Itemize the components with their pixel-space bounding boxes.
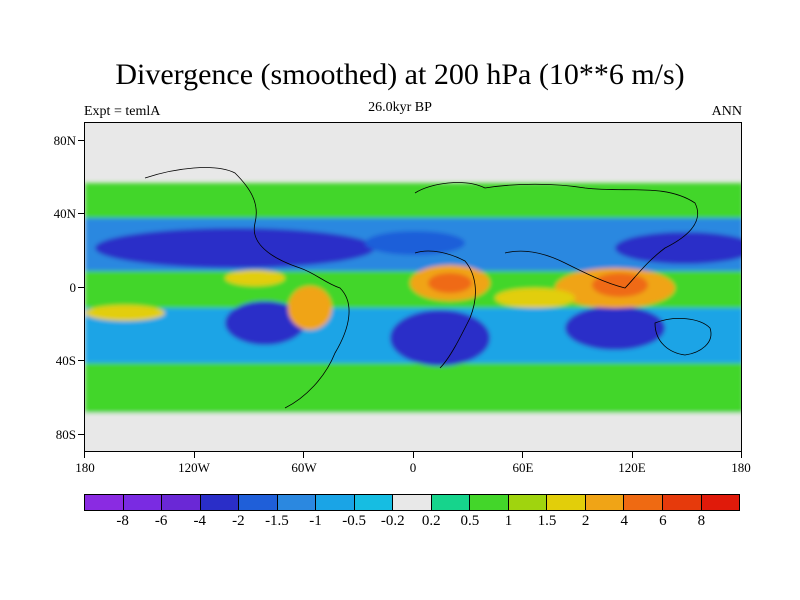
colorbar: [84, 494, 740, 511]
mark-s-indian-low: [565, 306, 665, 350]
lat-label-eq: 0: [69, 280, 77, 295]
lon-label-120e: 120E: [618, 460, 646, 475]
colorbar-box: [85, 495, 124, 510]
colorbar-box: [508, 495, 548, 510]
lon-label-180w: 180: [75, 460, 95, 475]
plot-title: Divergence (smoothed) at 200 hPa (10**6 …: [115, 58, 685, 91]
period-label: ANN: [711, 104, 742, 119]
colorbar-box: [701, 495, 740, 510]
divergence-map: [84, 122, 742, 452]
colorbar-label: 1.5: [537, 513, 557, 529]
coast-australia: [654, 318, 712, 356]
mark-arctic: [85, 123, 741, 161]
colorbar-label: 1: [504, 513, 513, 529]
colorbar-box: [624, 495, 663, 510]
colorbar-label: -8: [116, 513, 129, 529]
mark-se-pacific-low: [225, 301, 305, 345]
lon-tick: [84, 452, 85, 458]
map-canvas: [85, 123, 741, 451]
lat-tick: [78, 434, 84, 435]
lat-label-40n: 40N: [53, 206, 76, 221]
lon-label-60w: 60W: [291, 460, 317, 475]
colorbar-label: -0.5: [342, 513, 366, 529]
lat-tick: [78, 140, 84, 141]
lat-label-80s: 80S: [55, 427, 76, 442]
coast-americas: [144, 167, 350, 409]
colorbar-labels: -8 -6 -4 -2 -1.5 -1 -0.5 -0.2 0.2 0.5 1 1.5 2 4 6 8: [84, 511, 740, 531]
colorbar-label: 0.5: [460, 513, 480, 529]
band-south-midlat: [85, 363, 741, 413]
colorbar-box: [277, 495, 317, 510]
colorbar-box: [162, 495, 201, 510]
colorbar-label: 4: [620, 513, 628, 529]
colorbar-label: -1: [309, 513, 322, 529]
colorbar-label: -0.2: [380, 513, 405, 529]
mark-indian-ocean-pos: [495, 288, 575, 308]
colorbar-box: [585, 495, 625, 510]
mark-antarctica: [85, 413, 741, 451]
lat-label-40s: 40S: [55, 353, 76, 368]
colorbar-box: [393, 495, 432, 510]
lon-label-60e: 60E: [512, 460, 534, 475]
coast-africa: [414, 250, 476, 369]
colorbar-label: -4: [193, 513, 207, 529]
mark-west-pacific-low: [615, 232, 741, 264]
colorbar-box: [354, 495, 394, 510]
lon-label-120w: 120W: [178, 460, 210, 475]
coast-eurasia: [414, 182, 698, 289]
colorbar-label: 0.2: [421, 513, 441, 529]
lon-label-180e: 180: [731, 460, 751, 475]
colorbar-box: [547, 495, 586, 510]
colorbar-box: [662, 495, 702, 510]
mark-south-africa-low: [390, 310, 490, 366]
band-north-subtropics: [85, 183, 741, 218]
colorbar-label: -2: [232, 513, 245, 529]
lon-label-0: 0: [409, 460, 417, 475]
mark-atlantic-low: [365, 231, 465, 255]
lon-tick: [413, 452, 414, 458]
mark-warm-pool-core: [592, 273, 648, 297]
experiment-label: Expt = temlA: [84, 104, 161, 119]
lat-tick: [78, 360, 84, 361]
colorbar-box: [316, 495, 355, 510]
colorbar-label: 6: [659, 513, 667, 529]
lat-tick: [78, 213, 84, 214]
colorbar-label: 8: [697, 513, 706, 529]
coastlines: [144, 167, 712, 409]
lon-tick: [303, 452, 304, 458]
colorbar-label: 2: [581, 513, 590, 529]
lat-tick: [78, 287, 84, 288]
colorbar-box: [123, 495, 163, 510]
mark-south-america-pos: [288, 286, 332, 330]
mark-north-pacific-low: [95, 228, 375, 268]
mark-africa-core: [428, 273, 472, 293]
mark-central-america-pos: [225, 270, 285, 286]
lon-tick: [522, 452, 523, 458]
colorbar-box: [431, 495, 471, 510]
lon-tick: [194, 452, 195, 458]
lon-tick: [741, 452, 742, 458]
colorbar-box: [470, 495, 509, 510]
lat-label-80n: 80N: [53, 133, 76, 148]
divergence-field: [85, 123, 741, 451]
mark-spcz-pos: [85, 305, 165, 321]
colorbar-label: -6: [154, 513, 168, 529]
lon-tick: [632, 452, 633, 458]
time-label: 26.0kyr BP: [368, 100, 432, 115]
colorbar-box: [200, 495, 240, 510]
colorbar-label: -1.5: [265, 513, 289, 529]
colorbar-box: [239, 495, 278, 510]
